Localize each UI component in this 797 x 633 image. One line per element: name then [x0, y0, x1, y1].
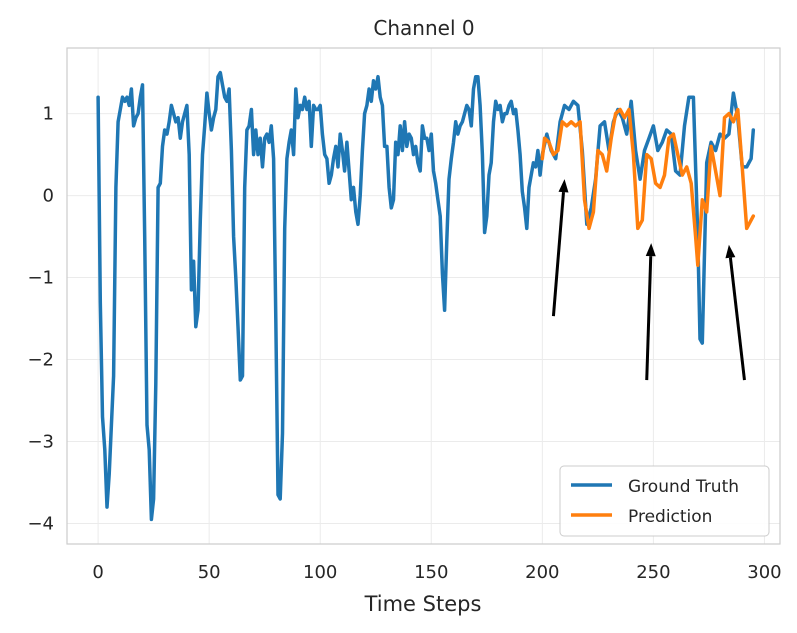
arrow-shaft — [645, 256, 653, 381]
x-axis-label: Time Steps — [364, 592, 482, 616]
legend: Ground Truth Prediction — [559, 465, 770, 537]
annotation-arrows — [551, 179, 746, 381]
x-tick-label: 150 — [414, 562, 448, 583]
y-tick-label: −4 — [27, 514, 54, 535]
legend-label-prediction: Prediction — [628, 507, 712, 527]
arrow-head — [645, 243, 656, 257]
series-line-prediction — [540, 107, 756, 268]
series-line-ground-truth — [96, 70, 756, 522]
x-tick-label: 250 — [636, 562, 670, 583]
arrow-shaft — [728, 257, 746, 381]
x-tick-label: 50 — [198, 562, 221, 583]
chart-title: Channel 0 — [373, 16, 474, 40]
y-tick-label: −2 — [27, 350, 54, 371]
y-tick-label: −3 — [27, 432, 54, 453]
y-tick-label: 0 — [43, 186, 54, 207]
arrow-head — [725, 244, 736, 259]
y-tick-label: −1 — [27, 268, 54, 289]
x-tick-label: 300 — [747, 562, 781, 583]
x-tick-label: 0 — [92, 562, 103, 583]
arrow-head — [558, 179, 569, 193]
plot-area-frame — [66, 47, 781, 545]
y-tick-label: 1 — [43, 104, 54, 125]
x-tick-label: 100 — [303, 562, 337, 583]
arrow-shaft — [551, 192, 565, 317]
x-tick-label: 200 — [525, 562, 559, 583]
legend-label-ground-truth: Ground Truth — [628, 477, 739, 497]
axis-ticks: 0 50 100 150 200 250 300 −4 −3 −2 −1 0 1 — [27, 104, 781, 583]
series-lines — [96, 70, 756, 522]
legend-box — [559, 465, 770, 537]
